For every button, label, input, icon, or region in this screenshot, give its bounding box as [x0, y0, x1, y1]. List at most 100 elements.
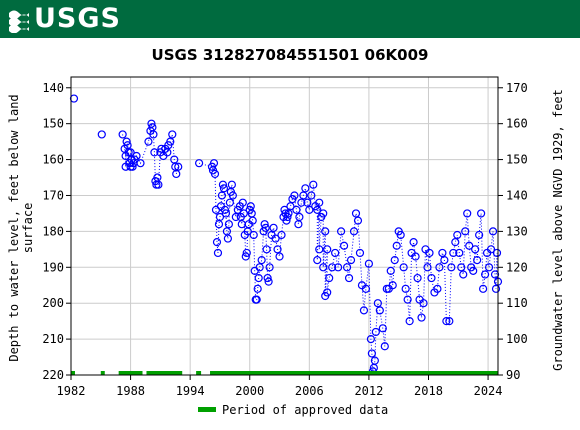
data-point [284, 209, 293, 218]
data-point [461, 227, 470, 236]
data-point [214, 220, 224, 229]
data-point [255, 263, 264, 272]
y-right-tick-label: 110 [506, 296, 528, 310]
data-point [321, 227, 330, 236]
data-point [449, 248, 458, 258]
approved-periods [71, 371, 498, 375]
data-point [371, 327, 380, 337]
data-point [295, 212, 304, 222]
data-point [237, 220, 246, 229]
data-point [409, 238, 418, 247]
data-point [154, 180, 163, 189]
data-point [223, 234, 232, 243]
data-point [275, 252, 284, 261]
data-point [488, 227, 498, 236]
data-point [427, 273, 436, 283]
data-point [292, 205, 301, 214]
data-point [339, 241, 349, 250]
approved-period-bar [71, 371, 75, 375]
data-point [121, 162, 130, 171]
data-point [299, 191, 308, 200]
y-left-tick-label: 200 [42, 296, 64, 310]
data-point [484, 263, 494, 272]
approved-period-bar [196, 371, 202, 375]
data-point [433, 284, 442, 293]
data-point [254, 273, 263, 283]
data-point [445, 317, 454, 326]
data-point [149, 130, 158, 139]
data-point [211, 205, 221, 214]
legend-label: Period of approved data [222, 403, 388, 417]
data-point [344, 273, 354, 283]
data-point [447, 263, 456, 272]
data-point [215, 212, 225, 222]
data-point [403, 295, 412, 304]
data-point [366, 334, 375, 344]
data-point [423, 263, 432, 272]
approved-period-bar [118, 371, 143, 375]
data-point [351, 209, 361, 218]
x-tick-label: 1982 [57, 384, 86, 398]
data-point [349, 227, 359, 236]
data-point [373, 299, 382, 308]
data-point [471, 245, 480, 254]
data-point [479, 284, 488, 293]
data-point [219, 184, 229, 193]
data-point [473, 256, 482, 265]
left-axis-title-line1: Depth to water level, feet below land [7, 94, 21, 361]
data-point [419, 299, 428, 308]
data-point [313, 205, 322, 214]
data-point [249, 230, 258, 240]
data-point [277, 230, 286, 240]
data-point [465, 241, 474, 250]
y-right-tick-label: 170 [506, 81, 528, 95]
data-point [212, 238, 222, 247]
data-point [388, 281, 397, 290]
data-point [118, 130, 127, 139]
data-point [283, 212, 292, 222]
data-point [248, 216, 257, 225]
usgs-banner: USGS [0, 0, 580, 38]
data-point [132, 151, 141, 161]
data-point [386, 266, 395, 275]
data-point [405, 317, 414, 326]
data-point [390, 256, 399, 265]
data-point [195, 159, 204, 168]
data-point [346, 256, 356, 265]
x-tick-label: 2000 [235, 384, 264, 398]
data-point [224, 220, 233, 229]
data-point [359, 306, 369, 315]
usgs-wave-icon [9, 10, 29, 33]
grid-lines [70, 77, 498, 376]
data-point [457, 263, 466, 272]
data-point [328, 263, 337, 272]
data-point [455, 248, 464, 258]
data-point [309, 180, 318, 189]
y-right-tick-label: 130 [506, 224, 528, 238]
data-point [172, 169, 181, 179]
data-connector-line [122, 123, 499, 372]
data-point [220, 205, 230, 214]
y-left-tick-label: 160 [42, 153, 64, 167]
axis-ticks: 1982 1988 1994 2000 2006 2012 2018 2024 140 150 16… [42, 81, 527, 398]
x-tick-label: 2006 [295, 384, 324, 398]
data-point [122, 137, 131, 146]
legend: Period of approved data [198, 403, 388, 417]
x-tick-label: 2012 [354, 384, 383, 398]
data-point [331, 248, 340, 258]
data-point [367, 349, 376, 358]
data-point [315, 245, 324, 254]
approved-period-bar [100, 371, 105, 375]
data-point [297, 198, 306, 207]
data-points [69, 94, 503, 376]
data-point [475, 230, 484, 240]
data-point [364, 259, 374, 268]
y-left-tick-label: 210 [42, 332, 64, 346]
data-point [411, 252, 420, 261]
data-point [469, 266, 478, 275]
data-point [425, 248, 434, 258]
data-point [463, 209, 472, 218]
data-point [209, 159, 219, 168]
data-point [315, 198, 324, 207]
